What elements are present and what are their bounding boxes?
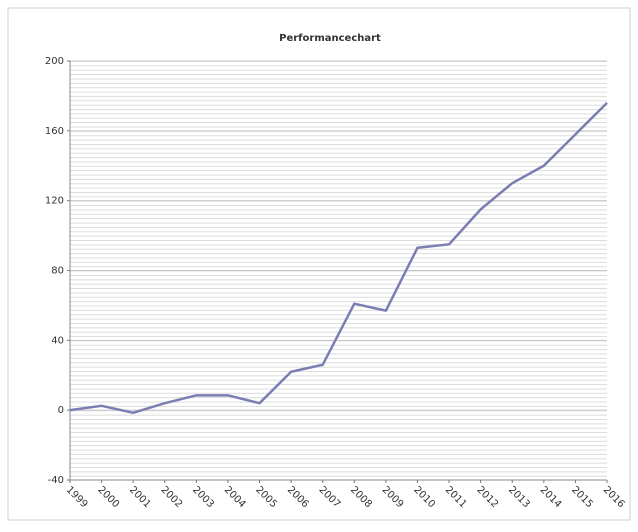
y-tick-label: 40 <box>51 335 64 346</box>
y-tick-label: 80 <box>51 266 64 277</box>
chart-title: Performancechart <box>279 33 381 44</box>
y-tick-label: -40 <box>48 475 64 486</box>
y-tick-label: 160 <box>45 126 64 137</box>
y-tick-label: 120 <box>45 196 64 207</box>
y-tick-label: 0 <box>58 405 64 416</box>
y-tick-label: 200 <box>45 56 64 67</box>
line-series <box>69 102 608 415</box>
